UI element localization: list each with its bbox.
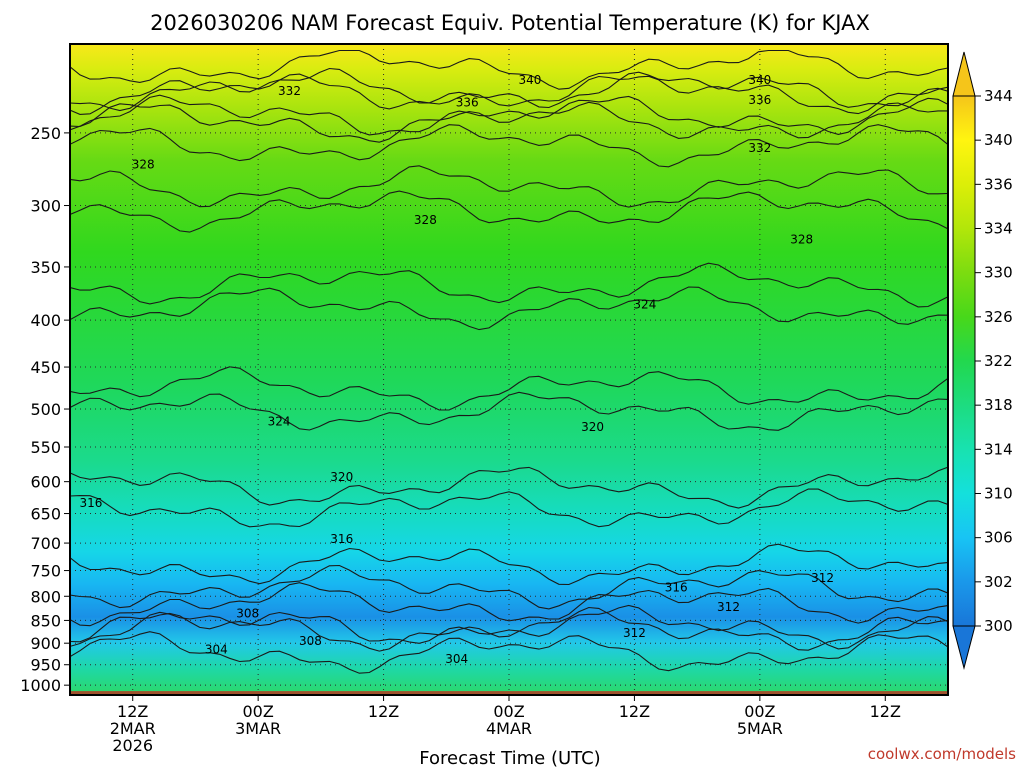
y-tick-label: 650 xyxy=(30,505,61,524)
y-tick-label: 750 xyxy=(30,562,61,581)
contour-label: 336 xyxy=(748,93,771,107)
x-tick-label: 5MAR xyxy=(737,719,783,738)
y-tick-label: 700 xyxy=(30,534,61,553)
x-tick-label: 12Z xyxy=(117,702,148,721)
contour-label: 312 xyxy=(623,626,646,640)
contour-line xyxy=(70,564,948,610)
contour-label: 316 xyxy=(79,496,102,510)
y-tick-label: 350 xyxy=(30,258,61,277)
y-tick-label: 400 xyxy=(30,311,61,330)
chart-title: 2026030206 NAM Forecast Equiv. Potential… xyxy=(150,11,870,35)
colorbar-tick-label: 300 xyxy=(984,617,1013,635)
colorbar-tick-label: 344 xyxy=(984,87,1013,105)
colorbar-bar xyxy=(952,95,976,627)
contour-line xyxy=(70,391,948,431)
y-tick-label: 900 xyxy=(30,634,61,653)
colorbar-tick-label: 326 xyxy=(984,308,1013,326)
y-tick-label: 450 xyxy=(30,358,61,377)
colorbar-tick-label: 330 xyxy=(984,264,1013,282)
colorbar-tick-label: 318 xyxy=(984,396,1013,414)
x-tick-label: 00Z xyxy=(493,702,524,721)
ground-surface xyxy=(70,691,948,695)
y-tick-label: 1000 xyxy=(20,676,61,695)
contour-line xyxy=(70,606,948,652)
y-tick-label: 600 xyxy=(30,473,61,492)
contour-label: 340 xyxy=(518,73,541,87)
contour-line xyxy=(70,101,948,143)
y-tick-label: 850 xyxy=(30,611,61,630)
colorbar-top-arrow xyxy=(952,51,976,97)
contour-line xyxy=(70,165,948,208)
contour-label: 340 xyxy=(748,73,771,87)
colorbar-tick-label: 340 xyxy=(984,131,1013,149)
colorbar-tick-label: 322 xyxy=(984,352,1013,370)
y-tick-label: 950 xyxy=(30,656,61,675)
colorbar: 300 302 306 310 314 318 322 326 330 334 336 340 344 xyxy=(952,51,1013,670)
plot-area: 340 340 336 336 332 332 328 328 328 324 324 320 320 3… xyxy=(70,44,948,695)
contour-label: 320 xyxy=(330,470,353,484)
colorbar-tick-label: 310 xyxy=(984,485,1013,503)
colorbar-ticks: 300 302 306 310 314 318 322 326 330 334 336 340 344 xyxy=(975,87,1013,635)
credit-text: coolwx.com/models xyxy=(868,745,1016,763)
x-tick-label: 00Z xyxy=(744,702,775,721)
contour-line xyxy=(70,488,948,528)
contour-labels: 340 340 336 336 332 332 328 328 328 324 324 320 320 3… xyxy=(79,73,834,666)
x-axis-label: Forecast Time (UTC) xyxy=(419,748,600,768)
y-tick-label: 250 xyxy=(30,124,61,143)
colorbar-tick-label: 336 xyxy=(984,175,1013,193)
y-tick-label: 550 xyxy=(30,438,61,457)
y-tick-label: 500 xyxy=(30,400,61,419)
colorbar-tick-label: 306 xyxy=(984,529,1013,547)
contour-label: 308 xyxy=(299,634,322,648)
y-tick-label: 800 xyxy=(30,587,61,606)
contour-line xyxy=(70,73,948,115)
contour-label: 324 xyxy=(633,297,656,311)
x-tick-label: 3MAR xyxy=(235,719,281,738)
x-tick-label: 12Z xyxy=(619,702,650,721)
x-tick-label: 4MAR xyxy=(486,719,532,738)
colorbar-tick-label: 314 xyxy=(984,440,1013,458)
contour-label: 312 xyxy=(717,600,740,614)
colorbar-tick-label: 334 xyxy=(984,220,1013,238)
contour-line xyxy=(70,67,948,112)
contour-label: 312 xyxy=(811,571,834,585)
contour-label: 320 xyxy=(581,420,604,434)
y-tick-label: 300 xyxy=(30,197,61,216)
contour-label: 328 xyxy=(132,157,155,171)
colorbar-bottom-arrow xyxy=(952,625,976,670)
x-tick-label: 2MAR xyxy=(110,719,156,738)
x-tick-label: 2026 xyxy=(112,736,153,755)
contour-line xyxy=(70,124,948,168)
contour-label: 336 xyxy=(456,96,479,110)
contour-label: 316 xyxy=(330,532,353,546)
contour-line xyxy=(70,582,948,627)
y-axis: 250 300 350 400 450 500 550 600 650 700 750 800 850 9… xyxy=(20,124,70,695)
contour-line xyxy=(70,190,948,233)
x-tick-label: 12Z xyxy=(870,702,901,721)
colorbar-tick-label: 302 xyxy=(984,573,1013,591)
contour-label: 328 xyxy=(790,232,813,246)
contour-label: 324 xyxy=(268,415,291,429)
contour-label: 304 xyxy=(205,642,228,656)
contour-line xyxy=(70,466,948,509)
contour-label: 308 xyxy=(236,607,259,621)
contour-label: 316 xyxy=(665,581,688,595)
x-tick-label: 00Z xyxy=(242,702,273,721)
contour-label: 304 xyxy=(445,652,468,666)
contour-label: 332 xyxy=(278,84,301,98)
x-tick-label: 12Z xyxy=(368,702,399,721)
contour-line xyxy=(70,94,948,136)
contour-line xyxy=(70,49,948,90)
contour-label: 328 xyxy=(414,213,437,227)
gridlines xyxy=(70,44,948,695)
contour-label: 332 xyxy=(748,141,771,155)
